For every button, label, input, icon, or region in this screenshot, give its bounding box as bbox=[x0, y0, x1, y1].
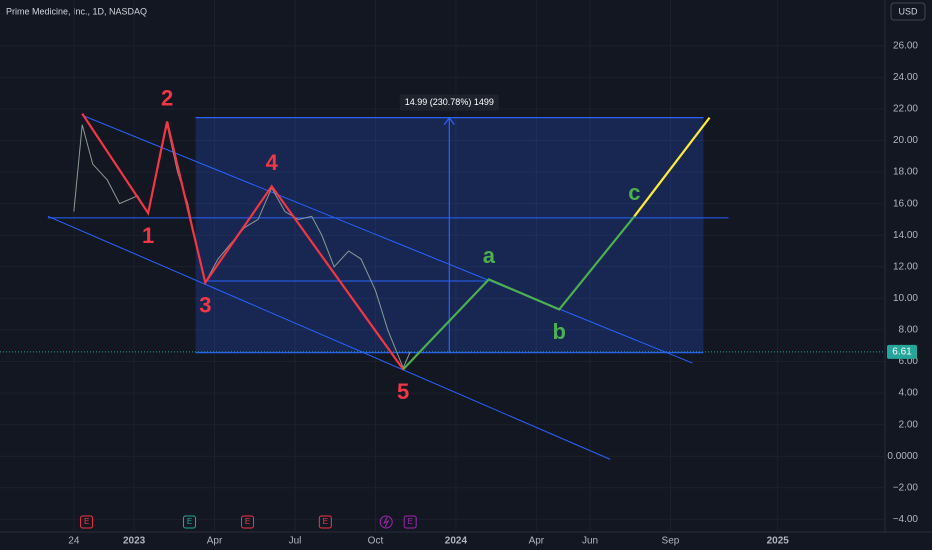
event-marker bbox=[241, 515, 255, 529]
x-tick-label: 2023 bbox=[123, 536, 146, 547]
event-label: E bbox=[245, 517, 250, 526]
y-tick-label: 2.00 bbox=[899, 419, 919, 430]
wave-label: 1 bbox=[142, 223, 154, 248]
x-tick-label: Apr bbox=[529, 536, 545, 547]
split-icon bbox=[383, 516, 390, 528]
y-tick-label: −4.00 bbox=[893, 514, 919, 525]
x-tick-label: Jul bbox=[289, 536, 302, 547]
event-marker bbox=[318, 515, 332, 529]
x-tick-label: Apr bbox=[207, 536, 223, 547]
last-price-label: 6.61 bbox=[892, 347, 912, 358]
event-label: E bbox=[84, 517, 89, 526]
event-label: E bbox=[323, 517, 328, 526]
event-marker bbox=[182, 515, 196, 529]
wave-label: 3 bbox=[199, 292, 211, 317]
y-tick-label: 10.00 bbox=[893, 293, 918, 304]
x-tick-label: Jun bbox=[582, 536, 598, 547]
wave-line bbox=[633, 116, 711, 217]
currency[interactable]: USD bbox=[898, 6, 918, 16]
x-tick-label: 24 bbox=[68, 536, 80, 547]
wave-label: 4 bbox=[266, 150, 279, 175]
y-tick-label: 4.00 bbox=[899, 388, 919, 399]
y-tick-label: 18.00 bbox=[893, 167, 918, 178]
y-tick-label: −2.00 bbox=[893, 482, 919, 493]
y-tick-label: 16.00 bbox=[893, 198, 918, 209]
event-marker bbox=[403, 515, 417, 529]
y-tick-label: 14.00 bbox=[893, 230, 918, 241]
y-tick-label: 12.00 bbox=[893, 261, 918, 272]
event-marker bbox=[80, 515, 94, 529]
measure-label-bg bbox=[399, 94, 499, 111]
measure-arrow-head bbox=[443, 116, 455, 125]
last-price-box bbox=[887, 344, 917, 359]
wave-label: 5 bbox=[397, 379, 409, 404]
y-tick-label: 26.00 bbox=[893, 40, 918, 51]
x-tick-label: Sep bbox=[662, 536, 680, 547]
y-tick-label: 22.00 bbox=[893, 104, 918, 115]
event-label: E bbox=[408, 517, 413, 526]
wave-label: a bbox=[483, 243, 496, 268]
wave-label: b bbox=[552, 319, 565, 344]
x-tick-label: Oct bbox=[368, 536, 384, 547]
y-tick-label: 8.00 bbox=[899, 325, 919, 336]
wave-label: c bbox=[628, 180, 640, 205]
currency-box bbox=[890, 2, 926, 21]
y-tick-label: 6.00 bbox=[899, 356, 919, 367]
measure-label: 14.99 (230.78%) 1499 bbox=[405, 97, 494, 107]
x-tick-label: 2025 bbox=[767, 536, 790, 547]
y-tick-label: 0.0000 bbox=[887, 451, 918, 462]
split-icon bbox=[379, 515, 393, 529]
trend-line bbox=[47, 215, 611, 460]
wave-line bbox=[402, 215, 636, 371]
chart-title: Prime Medicine, Inc., 1D, NASDAQ bbox=[6, 6, 147, 16]
wave-line bbox=[81, 113, 405, 371]
event-label: E bbox=[187, 517, 192, 526]
wave-label: 2 bbox=[161, 85, 173, 110]
y-tick-label: 20.00 bbox=[893, 135, 918, 146]
trend-line bbox=[82, 114, 693, 364]
x-tick-label: 2024 bbox=[445, 536, 468, 547]
y-tick-label: 24.00 bbox=[893, 72, 918, 83]
